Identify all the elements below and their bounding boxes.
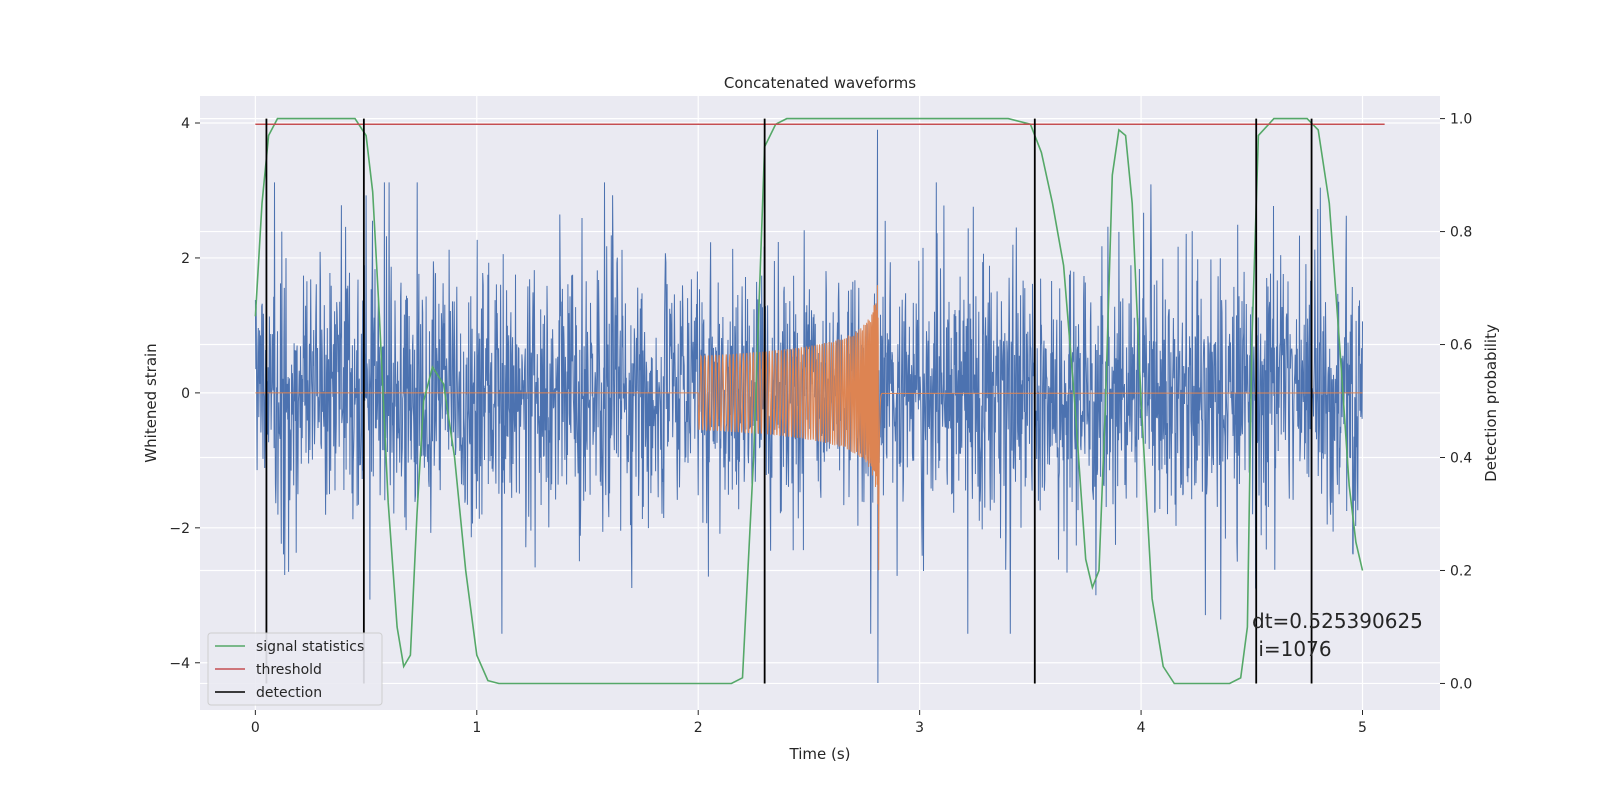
y-right-tick-label: 0.4: [1450, 451, 1472, 467]
y-tick-label: 0: [181, 386, 190, 402]
y-right-tick-label: 1.0: [1450, 112, 1472, 128]
annotation-dt: dt=0.525390625: [1252, 609, 1423, 633]
y-axis-right-label: Detection probability: [1482, 324, 1500, 482]
x-tick-label: 0: [251, 720, 260, 736]
y-right-tick-label: 0.8: [1450, 225, 1472, 241]
detection-lines: [265, 118, 1313, 684]
y-axis-label: Whitened strain: [142, 343, 160, 462]
signal-statistics-line: [254, 117, 1364, 685]
y-tick-label: −2: [169, 521, 190, 537]
y-tick-label: 4: [181, 116, 190, 132]
y-tick-label: 2: [181, 251, 190, 267]
x-tick-label: 1: [472, 720, 481, 736]
x-axis: 0 1 2 3 4 5: [251, 710, 1367, 736]
y-tick-label: −4: [169, 656, 190, 672]
legend-box: [207, 632, 383, 706]
chart-title: Concatenated waveforms: [724, 74, 916, 92]
plot-content: [254, 117, 1385, 685]
y-right-tick-label: 0.0: [1450, 676, 1472, 692]
x-axis-label: Time (s): [789, 745, 851, 763]
y-right-tick-label: 0.6: [1450, 338, 1472, 354]
annotation-i: i=1076: [1252, 637, 1332, 661]
y-right-tick-label: 0.2: [1450, 563, 1472, 579]
x-tick-label: 3: [915, 720, 924, 736]
x-tick-label: 5: [1358, 720, 1367, 736]
x-tick-label: 2: [694, 720, 703, 736]
legend-label-detection: detection: [256, 685, 322, 701]
legend: signal statistics threshold detection: [207, 632, 383, 706]
legend-label-threshold: threshold: [256, 662, 322, 678]
legend-label-signal-statistics: signal statistics: [256, 639, 364, 655]
y-axis-right: 0.0 0.2 0.4 0.6 0.8 1.0: [1440, 112, 1472, 692]
x-tick-label: 4: [1137, 720, 1146, 736]
y-axis-left: −4 −2 0 2 4: [169, 116, 200, 672]
injected-signal-line: [255, 285, 1363, 571]
